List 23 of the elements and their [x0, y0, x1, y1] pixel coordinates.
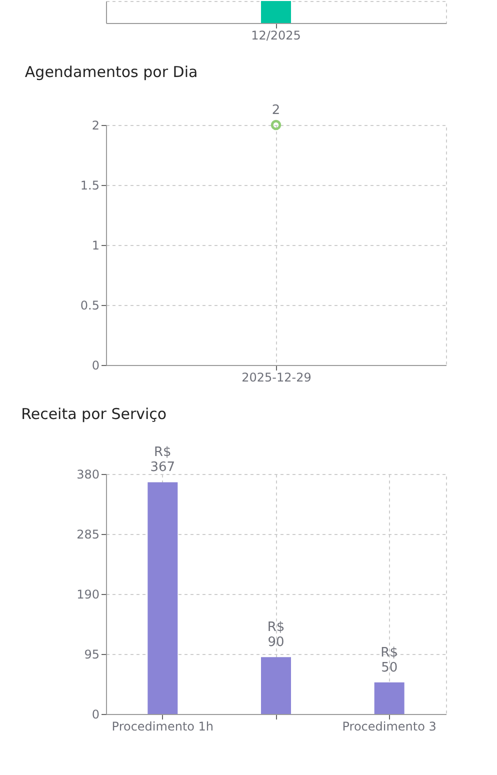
y-tick-label: 285 — [76, 528, 100, 542]
bar — [261, 657, 291, 714]
y-tick-label: 0.5 — [80, 298, 100, 312]
y-tick-label: 95 — [84, 648, 100, 662]
bar — [374, 682, 404, 714]
data-label: 2 — [272, 103, 280, 118]
y-tick-label: 0 — [92, 358, 100, 372]
x-tick-label: 12/2025 — [251, 28, 301, 42]
bar — [148, 482, 178, 714]
y-tick-label: 1 — [92, 238, 100, 252]
data-label: R$ 90 — [267, 620, 285, 650]
chart-title: Receita por Serviço — [21, 405, 167, 424]
y-tick-label: 1.5 — [80, 178, 100, 192]
y-tick-label: 2 — [92, 118, 100, 132]
y-tick-label: 190 — [76, 588, 100, 602]
chart-title: Agendamentos por Dia — [24, 63, 198, 81]
data-label: R$ 50 — [380, 645, 398, 676]
x-tick-label: Procedimento 1h — [112, 720, 214, 734]
data-label: R$ 367 — [150, 445, 176, 476]
x-tick-label: Procedimento 3 — [342, 720, 436, 734]
x-tick-label: 2025-12-29 — [242, 370, 312, 384]
y-tick-label: 380 — [76, 468, 100, 482]
y-tick-label: 0 — [92, 708, 100, 722]
